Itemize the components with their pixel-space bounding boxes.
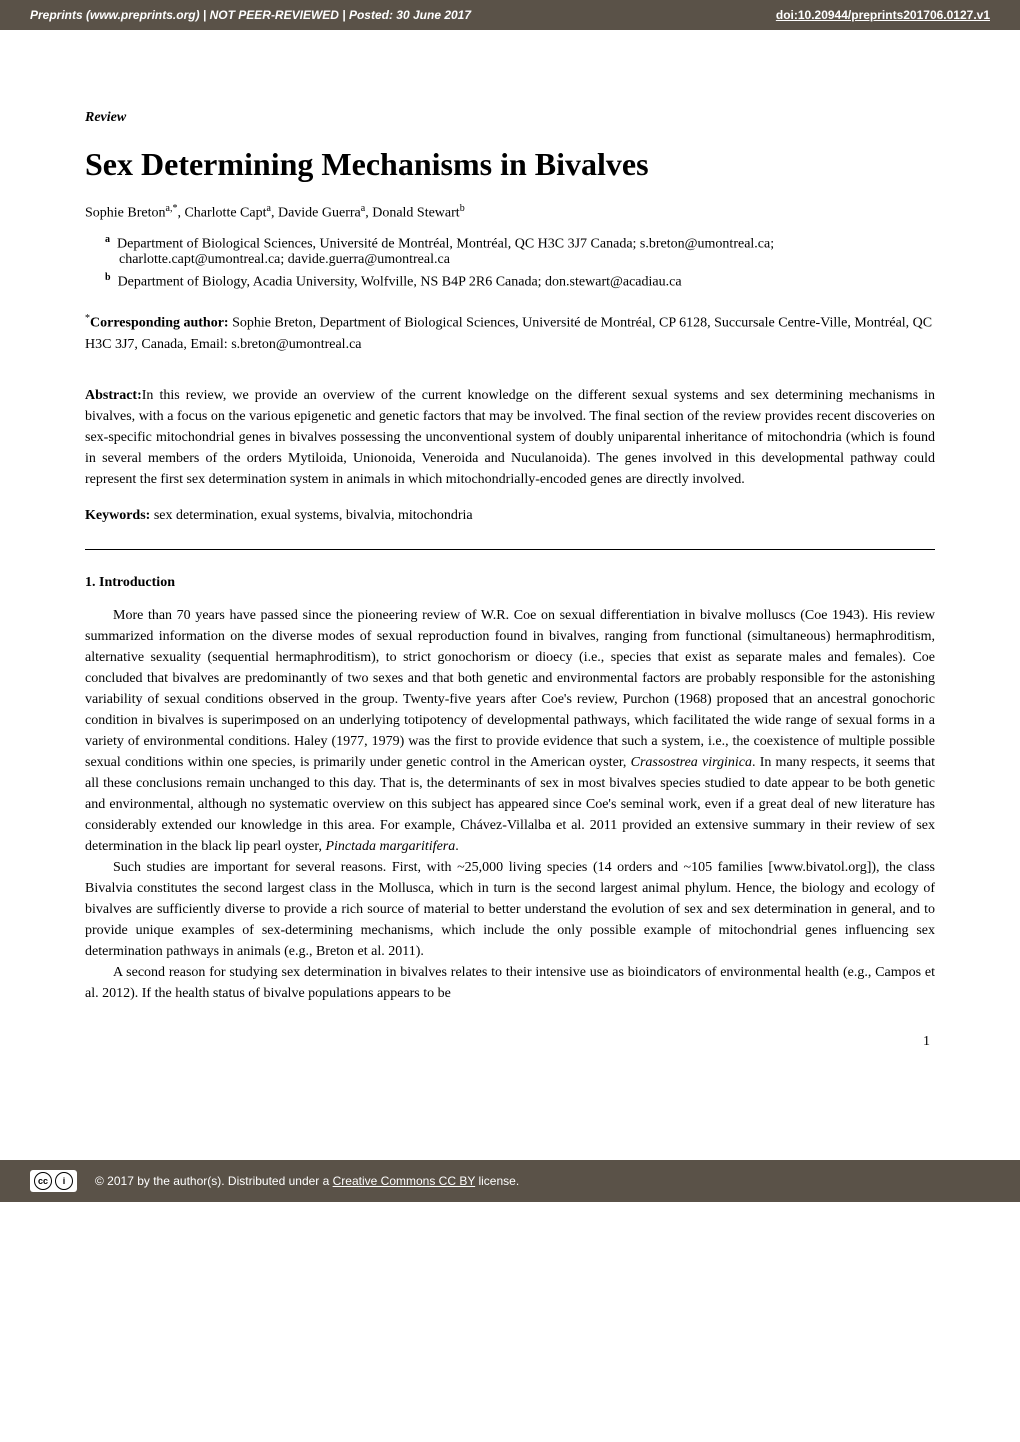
body-paragraph: A second reason for studying sex determi… <box>85 962 935 1004</box>
author-name: , Donald Stewart <box>365 206 459 221</box>
author-name: , Charlotte Capt <box>177 206 266 221</box>
keywords-label: Keywords: <box>85 508 154 523</box>
species-name: Crassostrea virginica <box>631 755 752 770</box>
preprint-header-bar: Preprints (www.preprints.org) | NOT PEER… <box>0 0 1020 30</box>
section-divider <box>85 549 935 550</box>
page-number: 1 <box>85 1034 935 1050</box>
cc-badge: cc i <box>30 1170 77 1192</box>
author-affil-marker: a,* <box>166 203 178 214</box>
keywords-text: sex determination, exual systems, bivalv… <box>154 508 473 523</box>
abstract-label: Abstract: <box>85 388 142 403</box>
header-doi-link[interactable]: doi:10.20944/preprints201706.0127.v1 <box>776 8 990 22</box>
corresponding-label: Corresponding author: <box>90 316 229 331</box>
corresponding-author: *Corresponding author: Sophie Breton, De… <box>85 311 935 355</box>
keywords: Keywords: sex determination, exual syste… <box>85 508 935 524</box>
affiliation-text: Department of Biological Sciences, Unive… <box>117 236 774 267</box>
affiliation-text: Department of Biology, Acadia University… <box>118 275 682 290</box>
abstract-text: In this review, we provide an overview o… <box>85 388 935 487</box>
author-name: Sophie Breton <box>85 206 166 221</box>
author-name: , Davide Guerra <box>271 206 361 221</box>
article-title: Sex Determining Mechanisms in Bivalves <box>85 146 935 183</box>
section-heading: 1. Introduction <box>85 575 935 591</box>
license-footer-bar: cc i © 2017 by the author(s). Distribute… <box>0 1160 1020 1202</box>
affiliation: b Department of Biology, Acadia Universi… <box>105 272 935 291</box>
authors-line: Sophie Bretona,*, Charlotte Capta, David… <box>85 203 935 222</box>
author-affil-marker: b <box>460 203 465 214</box>
paragraph-text: More than 70 years have passed since the… <box>85 608 935 770</box>
abstract: Abstract:In this review, we provide an o… <box>85 385 935 490</box>
footer-text-suffix: license. <box>475 1174 519 1188</box>
species-name: Pinctada margaritifera <box>325 839 455 854</box>
cc-icon: cc <box>34 1172 52 1190</box>
body-paragraph: More than 70 years have passed since the… <box>85 605 935 857</box>
header-left-text: Preprints (www.preprints.org) | NOT PEER… <box>30 8 471 22</box>
body-paragraph: Such studies are important for several r… <box>85 857 935 962</box>
by-icon: i <box>55 1172 73 1190</box>
article-type: Review <box>85 110 935 126</box>
page-content: Review Sex Determining Mechanisms in Biv… <box>0 30 1020 1090</box>
affiliation-marker: a <box>105 234 110 245</box>
affiliation: a Department of Biological Sciences, Uni… <box>105 234 935 269</box>
footer-text-prefix: © 2017 by the author(s). Distributed und… <box>95 1174 333 1188</box>
license-link[interactable]: Creative Commons CC BY <box>333 1174 476 1188</box>
paragraph-text: . <box>455 839 459 854</box>
footer-text: © 2017 by the author(s). Distributed und… <box>95 1174 519 1188</box>
affiliation-marker: b <box>105 272 111 283</box>
